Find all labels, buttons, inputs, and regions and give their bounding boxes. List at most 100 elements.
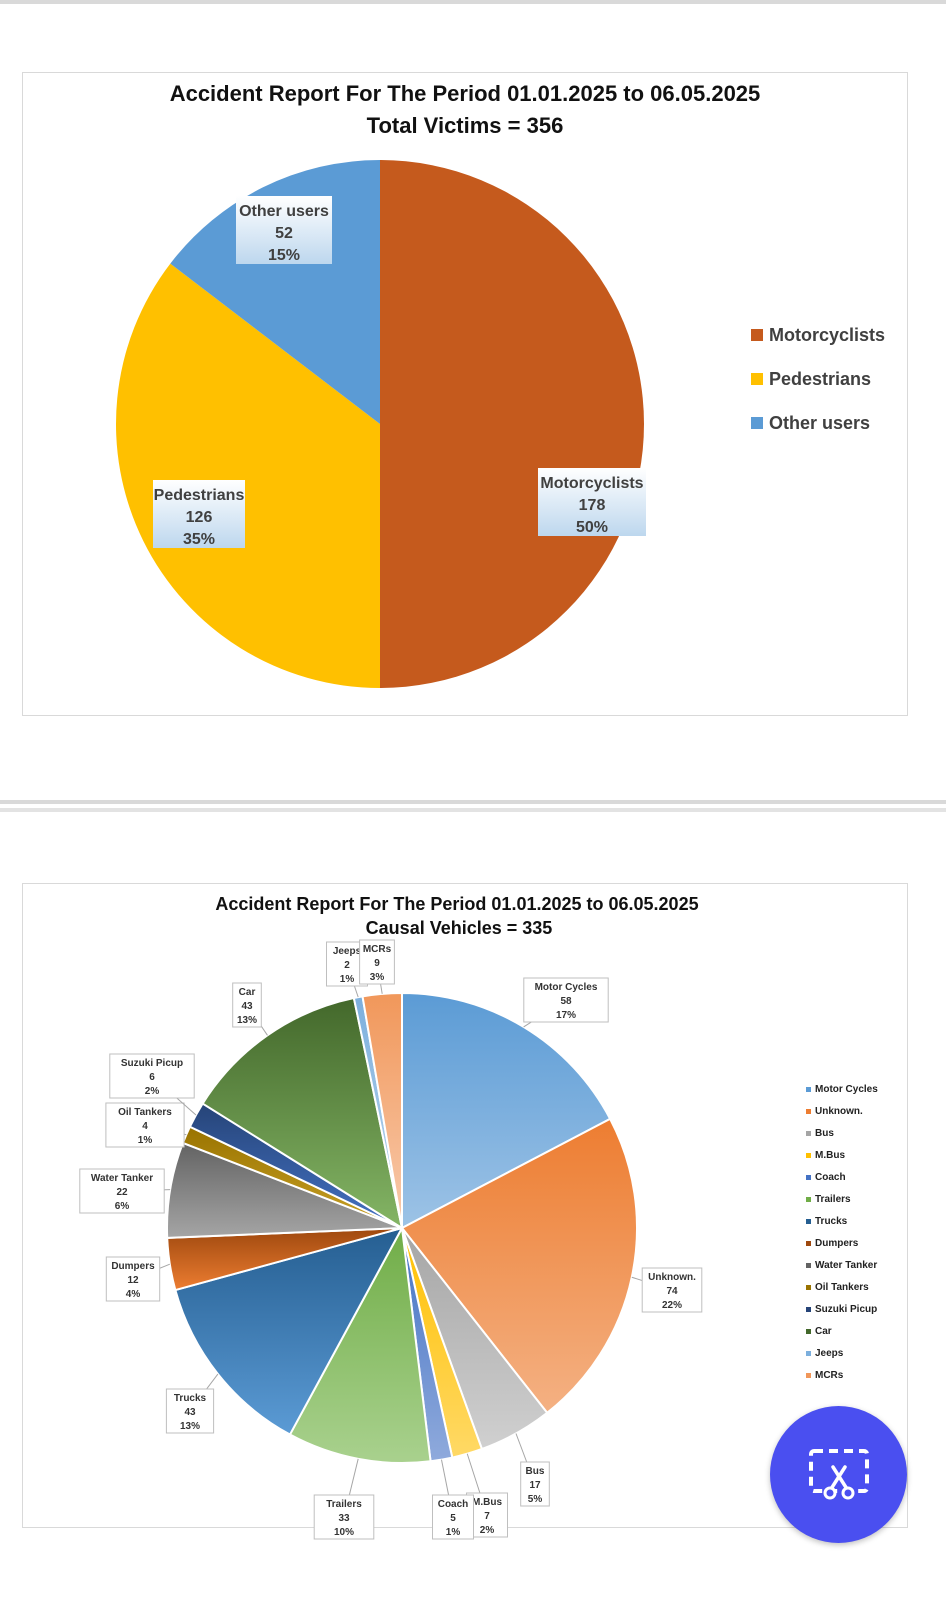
- section-divider: [0, 800, 946, 804]
- legend-swatch: [806, 1174, 811, 1180]
- data-label-text: 52: [275, 225, 293, 242]
- data-label-text: 58: [560, 996, 572, 1007]
- data-callout: Trailers 33 10%: [313, 1458, 375, 1540]
- legend-swatch: [806, 1152, 811, 1158]
- data-label-text: 2%: [145, 1086, 160, 1097]
- legend-item: Trucks: [806, 1210, 878, 1232]
- legend-label: Motor Cycles: [815, 1083, 878, 1095]
- data-label-text: 43: [184, 1407, 196, 1418]
- data-label-text: Bus: [526, 1466, 545, 1477]
- legend-item: Unknown.: [806, 1100, 878, 1122]
- data-label-text: 1%: [446, 1527, 461, 1538]
- legend-label: Bus: [815, 1127, 834, 1139]
- legend-label: M.Bus: [815, 1149, 845, 1161]
- data-label-text: 15%: [268, 247, 300, 264]
- legend-item: Suzuki Picup: [806, 1298, 878, 1320]
- data-label-text: Oil Tankers: [118, 1107, 172, 1118]
- data-label-text: Trucks: [174, 1393, 207, 1404]
- legend-item: Trailers: [806, 1188, 878, 1210]
- data-label-text: 126: [186, 509, 213, 526]
- legend-item: Dumpers: [806, 1232, 878, 1254]
- data-label-text: Jeeps: [333, 946, 362, 957]
- legend-label: Unknown.: [815, 1105, 863, 1117]
- legend-label: Other users: [769, 412, 871, 433]
- data-callout: Water Tanker 22 6%: [79, 1168, 171, 1214]
- data-label-text: 50%: [576, 519, 608, 536]
- data-label-text: 1%: [340, 974, 355, 985]
- data-label-text: 9: [374, 958, 380, 969]
- data-callout: Unknown. 74 22%: [631, 1267, 703, 1313]
- legend-label: Dumpers: [815, 1237, 859, 1249]
- data-label-text: 33: [338, 1513, 350, 1524]
- data-label-text: Other users: [239, 203, 329, 220]
- section-divider-shadow: [0, 808, 946, 812]
- legend-label: Oil Tankers: [815, 1281, 869, 1293]
- data-label-text: 17%: [556, 1010, 576, 1021]
- legend-swatch: [806, 1262, 811, 1268]
- data-callout: MCRs 9 3%: [359, 939, 395, 994]
- legend-swatch: [806, 1372, 811, 1378]
- data-label-text: 6: [149, 1072, 155, 1083]
- legend-swatch: [806, 1130, 811, 1136]
- top-divider: [0, 0, 946, 4]
- legend-item: Motor Cycles: [806, 1078, 878, 1100]
- legend-item: Motorcyclists: [751, 313, 885, 357]
- data-label-text: 12: [127, 1275, 139, 1286]
- legend-label: Coach: [815, 1171, 846, 1183]
- data-label-text: 5%: [528, 1494, 543, 1505]
- chart-title: Accident Report For The Period 01.01.202…: [215, 894, 699, 914]
- data-callout: Bus 17 5%: [515, 1433, 550, 1507]
- data-label: Other users 52 15%: [236, 196, 332, 264]
- pie-slice: [174, 1226, 404, 1436]
- legend-item: M.Bus: [806, 1144, 878, 1166]
- legend-label: MCRs: [815, 1369, 844, 1381]
- legend-item: Coach: [806, 1166, 878, 1188]
- legend-label: Jeeps: [815, 1347, 844, 1359]
- data-callout: Oil Tankers 4 1%: [105, 1102, 187, 1148]
- legend-swatch: [806, 1240, 811, 1246]
- data-label-text: MCRs: [363, 944, 392, 955]
- data-label-text: 178: [579, 497, 606, 514]
- data-callout: Dumpers 12 4%: [105, 1256, 170, 1302]
- legend-item: Pedestrians: [751, 357, 885, 401]
- data-callout: Motor Cycles 58 17%: [523, 977, 609, 1028]
- data-callout: Car 43 13%: [232, 982, 268, 1036]
- legend-swatch: [751, 373, 763, 385]
- legend-item: Oil Tankers: [806, 1276, 878, 1298]
- legend-item: Water Tanker: [806, 1254, 878, 1276]
- data-callout: Suzuki Picup 6 2%: [109, 1053, 197, 1116]
- data-label-text: 22: [116, 1187, 128, 1198]
- pie-slice: [201, 996, 404, 1231]
- data-label-text: 4: [142, 1121, 148, 1132]
- legend-item: Car: [806, 1320, 878, 1342]
- legend-swatch: [806, 1350, 811, 1356]
- data-label-text: Suzuki Picup: [121, 1058, 183, 1069]
- data-label: Pedestrians 126 35%: [153, 480, 245, 548]
- screenshot-crop-button[interactable]: [770, 1406, 907, 1543]
- legend-label: Motorcyclists: [769, 324, 886, 345]
- data-callout: Trucks 43 13%: [165, 1373, 219, 1434]
- data-label-text: 1%: [138, 1135, 153, 1146]
- legend-swatch: [751, 329, 763, 341]
- data-label-text: 3%: [370, 972, 385, 983]
- legend-swatch: [751, 417, 763, 429]
- legend-item: MCRs: [806, 1364, 878, 1386]
- pie-slice: [380, 160, 644, 688]
- legend-swatch: [806, 1086, 811, 1092]
- data-label-text: 6%: [115, 1201, 130, 1212]
- data-label-text: 35%: [183, 531, 215, 548]
- crop-scissors-icon: [808, 1448, 869, 1499]
- data-label-text: 7: [484, 1511, 490, 1522]
- legend-swatch: [806, 1284, 811, 1290]
- chart-legend: Motorcyclists Pedestrians Other users: [751, 313, 885, 445]
- data-label-text: Water Tanker: [91, 1173, 153, 1184]
- legend-swatch: [806, 1306, 811, 1312]
- victims-pie-chart: Motorcyclists 178 50% Pedestrians 126 35% Othe…: [116, 160, 646, 688]
- chart-title: Accident Report For The Period 01.01.202…: [169, 81, 761, 106]
- data-callout: Coach 5 1%: [432, 1459, 474, 1540]
- chart-subtitle: Total Victims = 356: [366, 113, 564, 138]
- data-label-text: Unknown.: [648, 1272, 696, 1283]
- chart-legend: Motor Cycles Unknown. Bus M.Bus Coach Trailer…: [806, 1078, 878, 1386]
- data-label-text: 4%: [126, 1289, 141, 1300]
